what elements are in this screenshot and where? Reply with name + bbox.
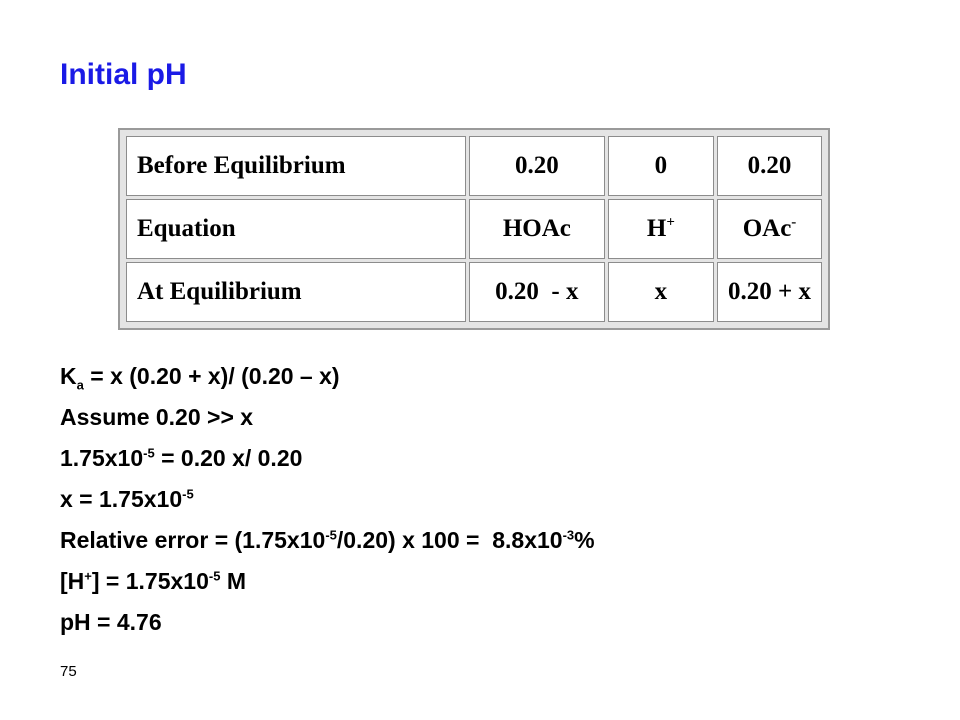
cell-hoac-species: HOAc (468, 199, 605, 259)
ice-table: Before Equilibrium 0.20 0 0.20 Equation … (118, 128, 830, 330)
rel-error-b: /0.20) x 100 = 8.8x10 (336, 527, 563, 553)
rel-error-exp2: -3 (562, 527, 575, 543)
cell-h-species: H+ (607, 199, 714, 259)
table-row: Before Equilibrium 0.20 0 0.20 (126, 136, 822, 196)
row-label-before: Before Equilibrium (126, 136, 466, 196)
h-conc-charge: + (84, 568, 92, 584)
ph-result-line: pH = 4.76 (60, 609, 162, 635)
ka-exponent: -5 (143, 445, 155, 461)
h-conc-a: [H (60, 568, 85, 594)
cell-hoac-before: 0.20 (468, 136, 605, 196)
h-base: H (646, 215, 667, 242)
ka-symbol: K (60, 363, 77, 389)
ka-rhs: = 0.20 x/ 0.20 (154, 445, 303, 471)
h-conc-exp: -5 (208, 568, 221, 584)
page-number: 75 (60, 663, 77, 680)
rel-error-percent: % (574, 527, 595, 553)
ka-subscript: a (76, 377, 84, 393)
assumption-line: Assume 0.20 >> x (60, 404, 254, 430)
relative-error-line: Relative error = (1.75x10-5/0.20) x 100 … (60, 520, 595, 561)
cell-oac-before: 0.20 (717, 136, 822, 196)
ka-value: 1.75x10 (60, 445, 144, 471)
calculation-lines: Ka = x (0.20 + x)/ (0.20 – x) Assume 0.2… (60, 356, 595, 643)
row-label-at-equilibrium: At Equilibrium (126, 262, 466, 322)
table-row: At Equilibrium 0.20 - x x 0.20 + x (126, 262, 822, 322)
oac-base: OAc (742, 215, 792, 242)
oac-charge: - (791, 214, 797, 231)
h-concentration-line: [H+] = 1.75x10-5 M (60, 561, 595, 602)
rel-error-a: Relative error = (1.75x10 (60, 527, 326, 553)
ka-value-line: 1.75x10-5 = 0.20 x/ 0.20 (60, 438, 595, 479)
x-value: x = 1.75x10 (60, 486, 183, 512)
cell-h-eq: x (607, 262, 714, 322)
ice-table-grid: Before Equilibrium 0.20 0 0.20 Equation … (123, 133, 825, 325)
row-label-equation: Equation (126, 199, 466, 259)
cell-h-before: 0 (607, 136, 714, 196)
cell-oac-species: OAc- (717, 199, 822, 259)
h-charge: + (666, 214, 675, 231)
h-conc-unit: M (220, 568, 247, 594)
x-value-line: x = 1.75x10-5 (60, 479, 595, 520)
rel-error-exp1: -5 (325, 527, 337, 543)
x-exponent: -5 (182, 486, 194, 502)
ka-equation: = x (0.20 + x)/ (0.20 – x) (83, 363, 340, 389)
slide-title: Initial pH (60, 58, 187, 91)
cell-oac-eq: 0.20 + x (717, 262, 822, 322)
ka-expression: Ka = x (0.20 + x)/ (0.20 – x) (60, 356, 595, 397)
table-row: Equation HOAc H+ OAc- (126, 199, 822, 259)
h-conc-b: ] = 1.75x10 (91, 568, 209, 594)
cell-hoac-eq: 0.20 - x (468, 262, 605, 322)
